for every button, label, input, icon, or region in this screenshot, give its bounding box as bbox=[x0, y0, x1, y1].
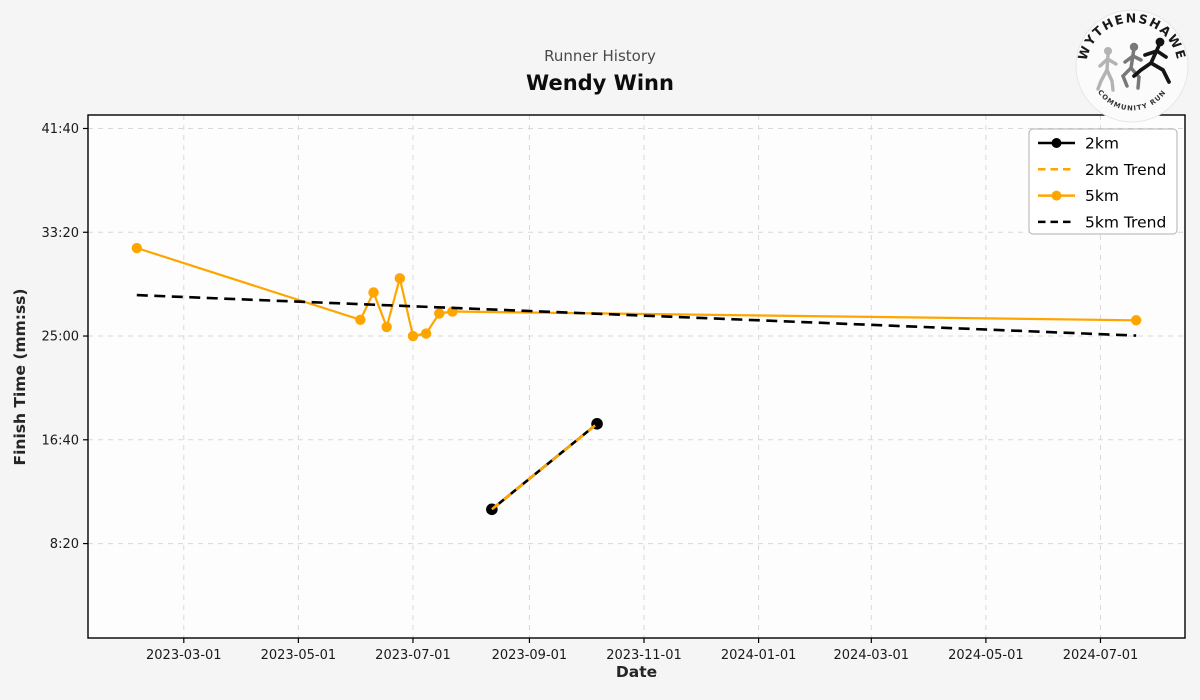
data-point-5km bbox=[131, 242, 143, 254]
data-point-5km bbox=[434, 308, 445, 319]
legend-label: 2km Trend bbox=[1085, 161, 1166, 179]
walker-runner-icon bbox=[1096, 47, 1118, 92]
x-tick-label: 2023-09-01 bbox=[492, 648, 568, 663]
legend-marker-5km bbox=[1051, 190, 1062, 201]
community-run-logo: WYTHENSHAWE COMMUNITY RUN bbox=[1075, 9, 1189, 123]
x-tick-label: 2024-01-01 bbox=[721, 648, 797, 663]
data-point-5km bbox=[420, 328, 432, 339]
x-tick-label: 2024-03-01 bbox=[834, 648, 910, 663]
data-point-5km bbox=[368, 287, 379, 298]
x-tick-label: 2023-11-01 bbox=[606, 648, 682, 663]
runner-name: Wendy Winn bbox=[526, 71, 674, 95]
legend-label: 2km bbox=[1085, 135, 1119, 153]
series-line-2km-trend bbox=[491, 422, 598, 511]
y-tick-label: 25:00 bbox=[42, 330, 79, 345]
plot-area bbox=[88, 115, 1185, 638]
legend-box bbox=[1028, 128, 1178, 235]
y-tick-label: 41:40 bbox=[42, 122, 79, 137]
x-tick-label: 2023-05-01 bbox=[261, 648, 337, 663]
x-tick-label: 2024-05-01 bbox=[948, 648, 1024, 663]
data-point-5km bbox=[381, 321, 392, 333]
jogger-runner-icon bbox=[1120, 42, 1143, 90]
y-tick-label: 16:40 bbox=[42, 433, 79, 448]
data-point-5km bbox=[394, 273, 406, 284]
data-point-5km bbox=[1130, 315, 1142, 326]
data-point-5km bbox=[407, 330, 419, 342]
x-tick-label: 2024-07-01 bbox=[1063, 648, 1139, 663]
x-axis-label: Date bbox=[615, 663, 658, 681]
sprinter-runner-icon bbox=[1132, 37, 1171, 84]
legend-label: 5km bbox=[1085, 187, 1119, 205]
x-tick-label: 2023-07-01 bbox=[375, 648, 451, 663]
series-line-5km-trend bbox=[136, 293, 1137, 337]
legend-marker-2km bbox=[1051, 138, 1062, 148]
y-axis-label: Finish Time (mm:ss) bbox=[11, 288, 29, 466]
y-tick-label: 33:20 bbox=[42, 226, 79, 241]
axes-border bbox=[87, 114, 1186, 639]
y-tick-label: 8:20 bbox=[50, 537, 79, 552]
x-tick-label: 2023-03-01 bbox=[146, 648, 222, 663]
data-point-5km bbox=[355, 314, 366, 326]
chart-title: Runner History bbox=[544, 47, 656, 65]
legend-label: 5km Trend bbox=[1085, 213, 1166, 231]
